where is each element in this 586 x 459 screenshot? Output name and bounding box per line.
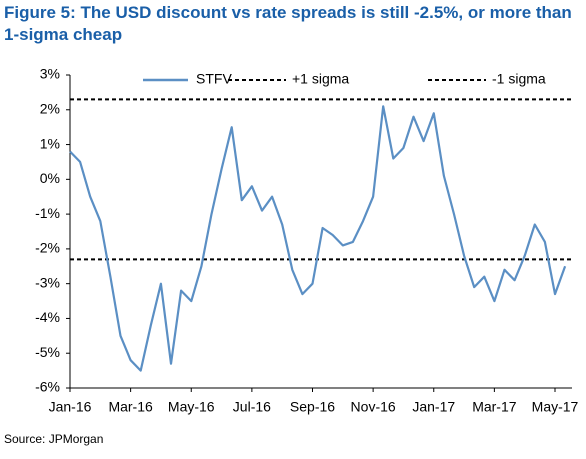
- x-tick-label: Mar-17: [472, 399, 517, 415]
- y-tick-label: -5%: [35, 344, 60, 360]
- y-tick-label: 2%: [40, 100, 60, 116]
- x-tick-label: Jan-17: [412, 399, 455, 415]
- chart-title: Figure 5: The USD discount vs rate sprea…: [4, 3, 572, 44]
- x-tick-label: May-17: [532, 399, 579, 415]
- x-tick-label: Mar-16: [108, 399, 153, 415]
- title-box: Figure 5: The USD discount vs rate sprea…: [4, 3, 572, 44]
- x-tick-label: May-16: [168, 399, 215, 415]
- legend-label: -1 sigma: [492, 71, 546, 87]
- y-tick-label: -1%: [35, 205, 60, 221]
- x-tick-label: Jan-16: [49, 399, 92, 415]
- source: Source: JPMorgan: [4, 432, 103, 446]
- legend-label: STFV: [196, 71, 232, 87]
- y-tick-label: -6%: [35, 379, 60, 395]
- y-tick-label: 1%: [40, 135, 60, 151]
- y-tick-label: -3%: [35, 274, 60, 290]
- x-tick-label: Nov-16: [351, 399, 396, 415]
- y-tick-label: 3%: [40, 66, 60, 82]
- y-tick-label: -4%: [35, 309, 60, 325]
- y-tick-label: -2%: [35, 240, 60, 256]
- y-tick-label: 0%: [40, 170, 60, 186]
- series-line: [69, 105, 567, 372]
- legend-label: +1 sigma: [292, 71, 349, 87]
- x-tick-label: Jul-16: [233, 399, 271, 415]
- x-tick-label: Sep-16: [290, 399, 335, 415]
